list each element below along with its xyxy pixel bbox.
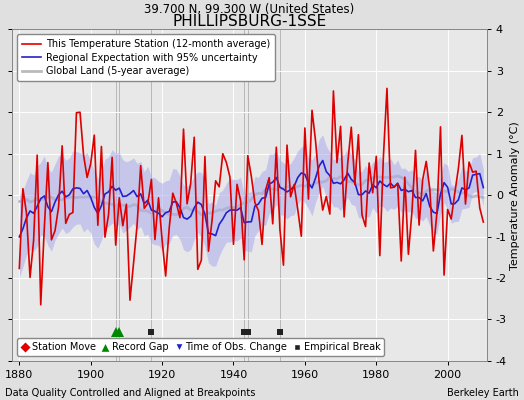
Text: 39.700 N, 99.300 W (United States): 39.700 N, 99.300 W (United States) — [145, 3, 355, 16]
Title: PHILLIPSBURG-1SSE: PHILLIPSBURG-1SSE — [172, 14, 326, 30]
Text: Berkeley Earth: Berkeley Earth — [447, 388, 519, 398]
Y-axis label: Temperature Anomaly (°C): Temperature Anomaly (°C) — [510, 121, 520, 270]
Text: Data Quality Controlled and Aligned at Breakpoints: Data Quality Controlled and Aligned at B… — [5, 388, 256, 398]
Legend: Station Move, Record Gap, Time of Obs. Change, Empirical Break: Station Move, Record Gap, Time of Obs. C… — [17, 338, 384, 356]
